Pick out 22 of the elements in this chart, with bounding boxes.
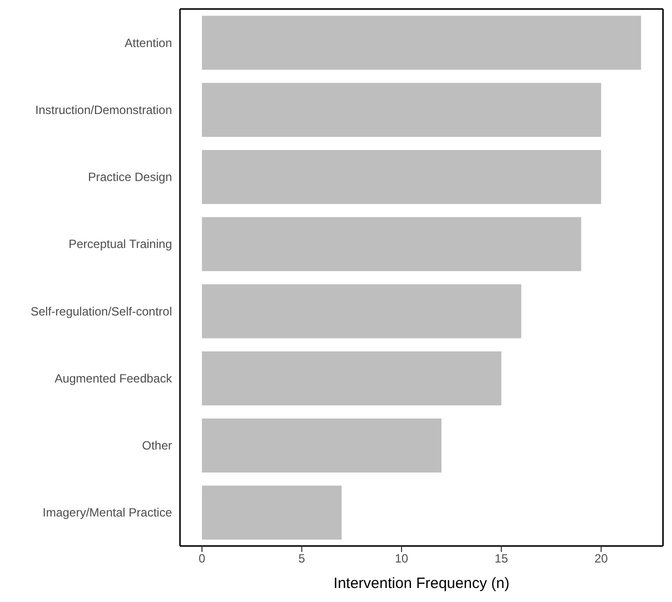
bar [202, 486, 342, 540]
y-tick-label: Self-regulation/Self-control [30, 304, 172, 318]
y-tick-label: Attention [124, 36, 172, 50]
y-tick-label: Augmented Feedback [54, 371, 173, 386]
x-tick-label: 20 [594, 552, 608, 566]
x-tick-label: 15 [494, 552, 508, 566]
bar [202, 82, 602, 137]
bar [202, 418, 442, 472]
y-tick-label: Perceptual Training [68, 237, 172, 252]
x-axis-title: Intervention Frequency (n) [334, 575, 510, 592]
bar [202, 351, 502, 406]
x-tick-label: 10 [394, 552, 409, 566]
bar [202, 217, 582, 272]
y-tick-label: Imagery/Mental Practice [42, 506, 172, 520]
bar [202, 150, 602, 204]
bar [202, 284, 522, 338]
x-tick-label: 0 [198, 552, 206, 566]
y-tick-label: Instruction/Demonstration [35, 102, 172, 117]
bar [202, 16, 642, 70]
y-tick-label: Practice Design [88, 170, 172, 184]
x-tick-label: 5 [298, 552, 306, 566]
y-tick-label: Other [142, 438, 172, 453]
